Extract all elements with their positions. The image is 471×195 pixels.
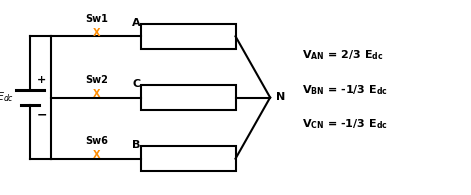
Text: $\mathbf{V_{BN}}$ = -1/3 $\mathbf{E_{dc}}$: $\mathbf{V_{BN}}$ = -1/3 $\mathbf{E_{dc}…	[302, 83, 389, 97]
Text: C: C	[132, 79, 140, 89]
Text: Sw1: Sw1	[86, 14, 108, 24]
Text: Sw6: Sw6	[86, 136, 108, 146]
Text: $E_{dc}$: $E_{dc}$	[0, 91, 14, 104]
Bar	[141, 146, 236, 171]
Text: $\mathbf{V_{CN}}$ = -1/3 $\mathbf{E_{dc}}$: $\mathbf{V_{CN}}$ = -1/3 $\mathbf{E_{dc}…	[302, 117, 388, 131]
Text: $\mathbf{V_{AN}}$ = 2/3 $\mathbf{E_{dc}}$: $\mathbf{V_{AN}}$ = 2/3 $\mathbf{E_{dc}}…	[302, 49, 384, 62]
Bar	[141, 24, 236, 49]
Text: X: X	[93, 89, 101, 99]
Text: −: −	[36, 108, 47, 121]
Text: A: A	[132, 18, 140, 28]
Text: X: X	[93, 150, 101, 160]
Text: N: N	[276, 92, 285, 103]
Text: B: B	[132, 140, 140, 150]
Text: +: +	[37, 75, 46, 85]
Text: X: X	[93, 27, 101, 37]
Text: Sw2: Sw2	[86, 75, 108, 85]
Bar	[141, 85, 236, 110]
